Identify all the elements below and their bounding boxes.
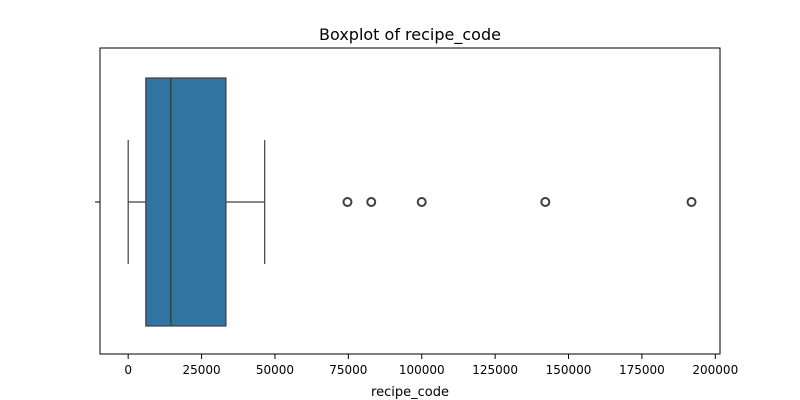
iqr-box xyxy=(145,77,227,327)
outlier-point xyxy=(540,197,551,207)
outlier-point xyxy=(416,197,427,207)
x-tick-label: 0 xyxy=(124,363,132,377)
outlier-point xyxy=(686,197,697,207)
chart-title: Boxplot of recipe_code xyxy=(319,25,501,45)
x-tick-label: 75000 xyxy=(329,363,367,377)
x-tick-label: 200000 xyxy=(692,363,738,377)
x-axis-label: recipe_code xyxy=(371,385,449,400)
plot-frame xyxy=(99,47,721,355)
outlier-point xyxy=(342,197,353,207)
x-tick-label: 100000 xyxy=(399,363,445,377)
x-tick-label: 50000 xyxy=(256,363,294,377)
outlier-point xyxy=(366,197,377,207)
box-group xyxy=(127,77,266,327)
x-tick-label: 175000 xyxy=(619,363,665,377)
x-tick-label: 150000 xyxy=(546,363,592,377)
x-tick-label: 125000 xyxy=(472,363,518,377)
x-tick-label: 25000 xyxy=(182,363,220,377)
x-axis-ticks: 0 25000 50000 75000 100000 125000 150000 175000… xyxy=(124,354,738,377)
outliers xyxy=(342,197,697,207)
